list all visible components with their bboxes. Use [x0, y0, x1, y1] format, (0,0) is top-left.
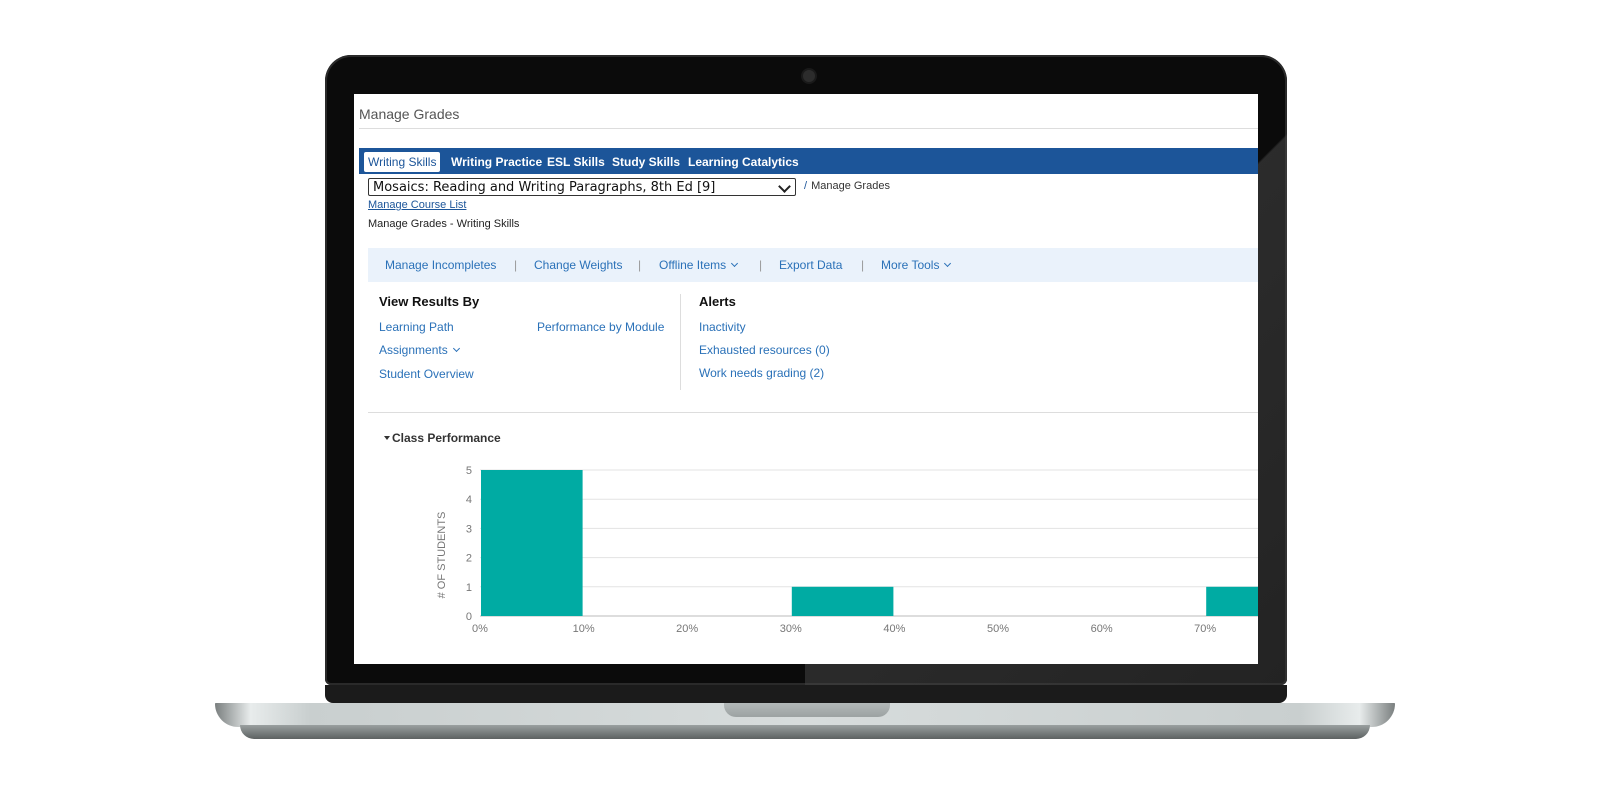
camera-icon [803, 70, 815, 82]
tab-esl-skills[interactable]: ESL Skills [547, 155, 605, 169]
laptop-bezel-bottom [325, 685, 1287, 703]
chevron-down-icon [731, 259, 739, 268]
chart-y-ticks: 0 1 2 3 4 5 [466, 465, 472, 623]
y-tick-label: 5 [466, 465, 472, 477]
offline-items-menu[interactable]: Offline Items [659, 258, 739, 272]
x-tick-label: 30% [780, 623, 802, 635]
inactivity-link[interactable]: Inactivity [699, 320, 746, 334]
chart-bar[interactable] [1206, 586, 1258, 616]
toolbar-separator: | [514, 258, 518, 272]
manage-incompletes-link[interactable]: Manage Incompletes [385, 258, 497, 272]
laptop-base-lower [240, 725, 1370, 739]
chart-bar[interactable] [481, 470, 583, 616]
offline-items-label: Offline Items [659, 258, 727, 272]
manage-course-list-link[interactable]: Manage Course List [368, 199, 467, 211]
x-tick-label: 0% [472, 623, 488, 635]
x-tick-label: 10% [573, 623, 595, 635]
tab-learning-catalytics[interactable]: Learning Catalytics [688, 155, 799, 169]
alerts-heading: Alerts [699, 294, 736, 309]
laptop-notch [724, 703, 890, 717]
learning-path-link[interactable]: Learning Path [379, 320, 454, 334]
tab-study-skills[interactable]: Study Skills [612, 155, 681, 169]
toolbar-separator: | [861, 258, 865, 272]
section-divider [368, 412, 1258, 413]
tab-writing-skills[interactable]: Writing Skills [364, 152, 441, 172]
screen: Manage Grades Writing Skills Writing Pra… [354, 94, 1258, 664]
chevron-down-icon [944, 259, 952, 268]
tab-bar: Writing Skills Writing Practice ESL Skil… [359, 148, 1258, 174]
column-divider [680, 294, 681, 390]
page-title: Manage Grades [359, 106, 460, 122]
triangle-down-icon [384, 436, 390, 440]
change-weights-link[interactable]: Change Weights [534, 258, 623, 272]
title-divider [359, 128, 1258, 129]
exhausted-resources-link[interactable]: Exhausted resources (0) [699, 343, 830, 357]
course-select[interactable]: Mosaics: Reading and Writing Paragraphs,… [368, 178, 796, 196]
class-performance-chart: 0 1 2 3 4 5 0% 10% 20% 30% 40% 50% 60% 70% # OF STUD… [436, 465, 1258, 635]
export-data-link[interactable]: Export Data [779, 258, 843, 272]
assignments-menu[interactable]: Assignments [379, 343, 460, 357]
chart-bars [481, 470, 1258, 616]
chevron-down-icon [778, 180, 791, 193]
x-tick-label: 50% [987, 623, 1009, 635]
student-overview-link[interactable]: Student Overview [379, 367, 474, 381]
breadcrumb-separator: / [804, 180, 808, 192]
x-tick-label: 60% [1091, 623, 1113, 635]
class-performance-toggle[interactable]: Class Performance [384, 431, 501, 445]
chart-x-ticks: 0% 10% 20% 30% 40% 50% 60% 70% [472, 623, 1216, 635]
course-select-value: Mosaics: Reading and Writing Paragraphs,… [373, 180, 716, 195]
breadcrumb-current: Manage Grades [811, 180, 890, 192]
chevron-down-icon [452, 344, 460, 353]
class-performance-label: Class Performance [392, 431, 501, 445]
work-needs-grading-link[interactable]: Work needs grading (2) [699, 366, 825, 380]
x-tick-label: 40% [883, 623, 905, 635]
more-tools-menu[interactable]: More Tools [881, 258, 952, 272]
y-tick-label: 2 [466, 553, 472, 565]
chart-y-axis-label: # OF STUDENTS [436, 512, 448, 599]
page-subtitle: Manage Grades - Writing Skills [368, 218, 520, 230]
assignments-label: Assignments [379, 343, 448, 357]
more-tools-label: More Tools [881, 258, 940, 272]
chart-grid [480, 469, 1258, 617]
performance-by-module-link[interactable]: Performance by Module [537, 320, 665, 334]
y-tick-label: 4 [466, 494, 472, 506]
toolbar-separator: | [759, 258, 763, 272]
toolbar-separator: | [638, 258, 642, 272]
x-tick-label: 70% [1194, 623, 1216, 635]
tab-writing-practice[interactable]: Writing Practice [451, 155, 543, 169]
y-tick-label: 1 [466, 582, 472, 594]
y-tick-label: 0 [466, 611, 472, 623]
x-tick-label: 20% [676, 623, 698, 635]
chart-bar[interactable] [791, 586, 894, 616]
breadcrumb: / Manage Grades [804, 180, 890, 192]
toolbar: Manage Incompletes | Change Weights | Of… [368, 248, 1258, 282]
view-results-heading: View Results By [379, 294, 480, 309]
y-tick-label: 3 [466, 523, 472, 535]
